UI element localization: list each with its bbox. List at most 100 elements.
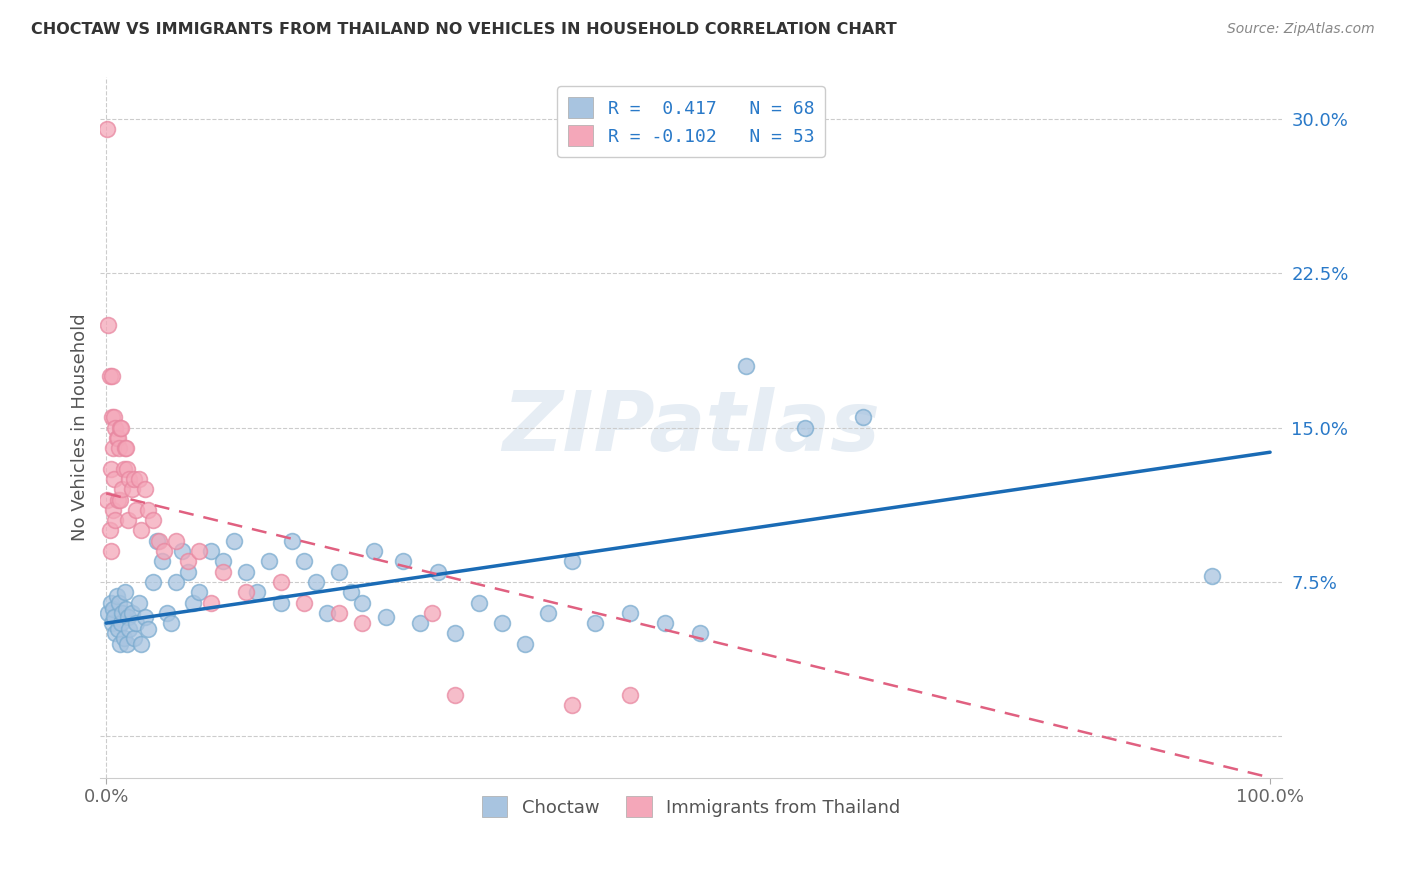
Point (107, 431, 129, 445)
Point (224, 533, 246, 548)
Point (108, 595, 131, 609)
Point (142, 513, 165, 527)
Point (363, 544, 385, 558)
Point (101, 369, 124, 384)
Point (104, 420, 127, 434)
Point (200, 544, 222, 558)
Point (128, 472, 150, 486)
Point (101, 441, 124, 455)
Point (235, 565, 257, 579)
Point (100, 544, 122, 558)
Point (188, 585, 211, 599)
Point (134, 483, 156, 497)
Point (110, 616, 132, 631)
Point (117, 513, 139, 527)
Point (111, 483, 134, 497)
Point (121, 483, 143, 497)
Point (619, 606, 641, 620)
Point (305, 574, 328, 589)
Point (374, 610, 396, 624)
Point (1201, 568, 1223, 582)
Point (128, 595, 150, 609)
Point (115, 637, 138, 651)
Point (97, 318, 120, 332)
Point (136, 503, 159, 517)
Point (328, 565, 350, 579)
Point (111, 606, 134, 620)
Point (153, 544, 176, 558)
Point (103, 472, 125, 486)
Point (112, 631, 135, 645)
Point (114, 585, 136, 599)
Point (125, 616, 148, 631)
Point (409, 616, 432, 631)
Point (444, 688, 467, 702)
Point (689, 626, 711, 640)
Point (115, 441, 138, 455)
Point (561, 698, 583, 713)
Point (115, 461, 138, 475)
Point (101, 616, 124, 631)
Point (339, 585, 361, 599)
Point (110, 420, 132, 434)
Point (148, 533, 170, 548)
Point (270, 595, 292, 609)
Point (654, 616, 676, 631)
Point (328, 606, 350, 620)
Point (96, 122, 118, 136)
Point (103, 610, 125, 624)
Y-axis label: No Vehicles in Household: No Vehicles in Household (72, 314, 89, 541)
Point (735, 359, 758, 373)
Point (352, 616, 374, 631)
Point (426, 565, 449, 579)
Point (146, 533, 169, 548)
Point (134, 610, 156, 624)
Point (176, 565, 198, 579)
Point (107, 492, 129, 507)
Point (121, 606, 143, 620)
Point (292, 554, 315, 568)
Point (150, 554, 173, 568)
Point (104, 626, 127, 640)
Point (96, 492, 118, 507)
Point (115, 601, 138, 615)
Point (852, 410, 875, 425)
Point (101, 601, 124, 615)
Point (188, 544, 211, 558)
Point (619, 688, 641, 702)
Point (156, 606, 179, 620)
Point (583, 616, 606, 631)
Text: ZIPatlas: ZIPatlas (502, 387, 880, 468)
Point (561, 554, 583, 568)
Point (117, 610, 139, 624)
Point (142, 574, 165, 589)
Point (257, 554, 280, 568)
Point (316, 606, 339, 620)
Point (108, 420, 131, 434)
Point (211, 565, 233, 579)
Point (105, 431, 128, 445)
Point (165, 574, 187, 589)
Point (101, 503, 124, 517)
Point (165, 533, 187, 548)
Point (107, 622, 129, 636)
Point (129, 524, 152, 538)
Text: CHOCTAW VS IMMIGRANTS FROM THAILAND NO VEHICLES IN HOUSEHOLD CORRELATION CHART: CHOCTAW VS IMMIGRANTS FROM THAILAND NO V… (31, 22, 897, 37)
Point (176, 554, 198, 568)
Point (420, 606, 443, 620)
Point (129, 637, 152, 651)
Point (114, 441, 136, 455)
Point (104, 513, 127, 527)
Point (103, 410, 125, 425)
Point (118, 622, 141, 636)
Point (108, 492, 131, 507)
Point (160, 616, 183, 631)
Point (200, 595, 222, 609)
Point (246, 585, 269, 599)
Point (183, 595, 205, 609)
Point (211, 554, 233, 568)
Text: Source: ZipAtlas.com: Source: ZipAtlas.com (1227, 22, 1375, 37)
Point (97, 606, 120, 620)
Point (170, 544, 193, 558)
Point (112, 461, 135, 475)
